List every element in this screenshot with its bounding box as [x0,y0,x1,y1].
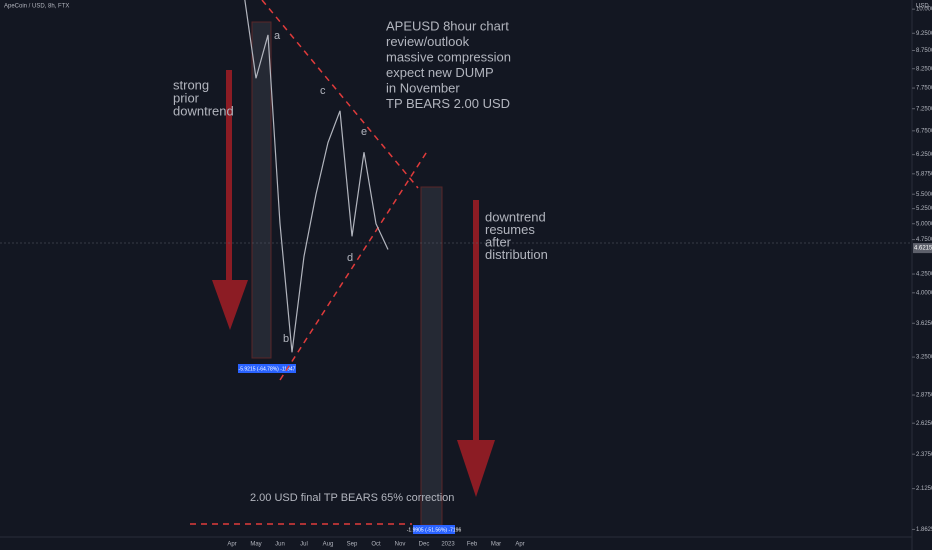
measure-label: -5.9215 (-64.78%) -11947 [239,366,296,372]
x-tick-label: Feb [467,542,478,548]
x-tick-label: Nov [395,542,406,548]
x-tick-label: Dec [419,542,430,548]
wave-label: c [320,85,326,97]
annotation: after [485,234,512,249]
annotation: resumes [485,222,535,237]
y-tick-label: 10.000 [916,7,932,13]
annotation: review/outlook [386,34,470,49]
annotation: 2.00 USD final TP BEARS 65% correction [250,492,454,504]
y-tick-label: 7.7500 [916,86,932,92]
wave-label: a [274,30,281,42]
y-tick-label: 4.2500 [916,272,932,278]
annotation: expect new DUMP [386,65,494,80]
y-tick-label: 5.2500 [916,206,932,212]
y-tick-label: 5.8750 [916,171,932,177]
y-tick-label: 3.2500 [916,355,932,361]
y-tick-label: 8.7500 [916,48,932,54]
y-tick-label: 4.7500 [916,237,932,243]
x-tick-label: Jun [275,542,285,548]
y-tick-label: 8.2500 [916,66,932,72]
y-tick-label: 6.7500 [916,128,932,134]
x-tick-label: Mar [491,542,501,548]
annotation: APEUSD 8hour chart [386,18,509,33]
arrows [212,70,495,497]
x-tick-label: Apr [227,542,236,548]
x-tick-label: Aug [323,542,334,548]
y-tick-label: 5.5000 [916,192,932,198]
trendlines [190,0,429,525]
last-price: 4.6215 [914,246,932,252]
currency: USD [916,4,929,10]
measure-box [251,21,272,359]
x-tick-label: May [250,542,261,548]
y-tick-label: 2.3750 [916,452,932,458]
wave-label: b [283,333,289,345]
y-tick-label: 9.2500 [916,31,932,37]
annotation: prior [173,90,200,105]
annotation: downtrend [173,103,234,118]
y-tick-label: 1.8625 [916,527,932,533]
x-tick-label: Jul [300,542,308,548]
measure-label: -1.9905 (-51.56%) -7196 [407,527,462,533]
annotation: TP BEARS 2.00 USD [386,96,510,111]
annotation: strong [173,77,209,92]
y-tick-label: 2.6250 [916,421,932,427]
wave-label: d [347,252,353,264]
measure-label-bg [238,364,296,373]
y-tick-label: 3.6250 [916,321,932,327]
annotation: massive compression [386,49,511,64]
x-tick-label: Oct [371,542,381,548]
x-tick-label: Apr [515,542,524,548]
y-tick-label: 4.0000 [916,290,932,296]
symbol: ApeCoin / USD, 8h, FTX [4,4,69,10]
y-tick-label: 2.8750 [916,393,932,399]
x-tick-label: 2023 [441,542,455,548]
y-tick-label: 6.2500 [916,152,932,158]
annotation: downtrend [485,209,546,224]
wave-label: e [361,126,367,138]
last-price-bg [913,243,932,254]
x-tick-label: Sep [347,542,358,548]
annotation: distribution [485,247,548,262]
measure-label-bg [413,525,455,534]
y-tick-label: 5.0000 [916,221,932,227]
measure-box [420,186,443,526]
y-tick-label: 2.1250 [916,486,932,492]
y-tick-label: 7.2500 [916,106,932,112]
annotation: in November [386,80,460,95]
price-line [244,0,389,353]
